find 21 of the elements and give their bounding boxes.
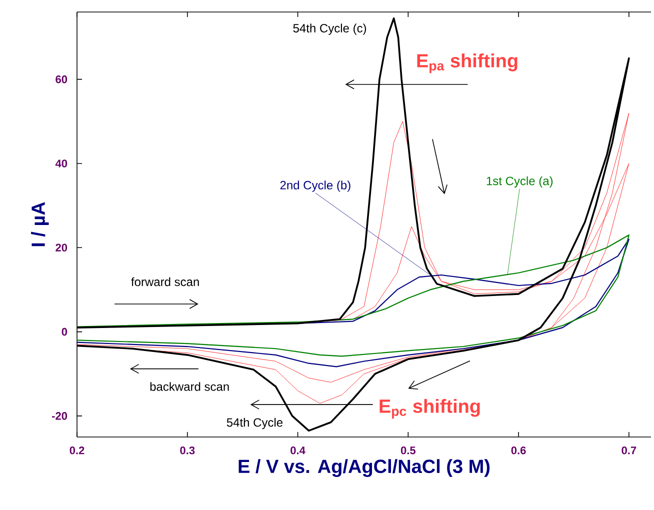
annotation: 1st Cycle (a) (486, 176, 553, 188)
annotation: E$_{pc}$ shifting (380, 398, 480, 419)
annotation: 54th Cycle (c) (293, 24, 366, 35)
y-tick-label: 20 (56, 244, 68, 252)
x-axis-title: E / V vs. Ag/AgCl/NaCl (3 M) (238, 459, 490, 477)
y-tick-label: 60 (56, 75, 68, 84)
annotation: E$_{pa}$ shifting (417, 54, 518, 74)
y-axis-title: I / µA (31, 202, 49, 246)
y-tick-label: -20 (52, 412, 68, 420)
annotation: 2nd Cycle (b) (280, 180, 350, 192)
y-tick-label: 0 (62, 328, 68, 336)
annotation: 54th Cycle (226, 418, 283, 430)
x-tick-label: 0.4 (290, 446, 306, 454)
annotation: backward scan (150, 382, 229, 391)
x-tick-label: 0.5 (400, 446, 416, 454)
y-tick-label: 40 (55, 160, 68, 168)
annotation: forward scan (131, 277, 199, 286)
x-tick-label: 0.2 (70, 446, 84, 454)
x-tick-label: 0.6 (511, 446, 526, 454)
x-tick-label: 0.7 (622, 446, 636, 454)
x-tick-label: 0.3 (180, 446, 195, 454)
